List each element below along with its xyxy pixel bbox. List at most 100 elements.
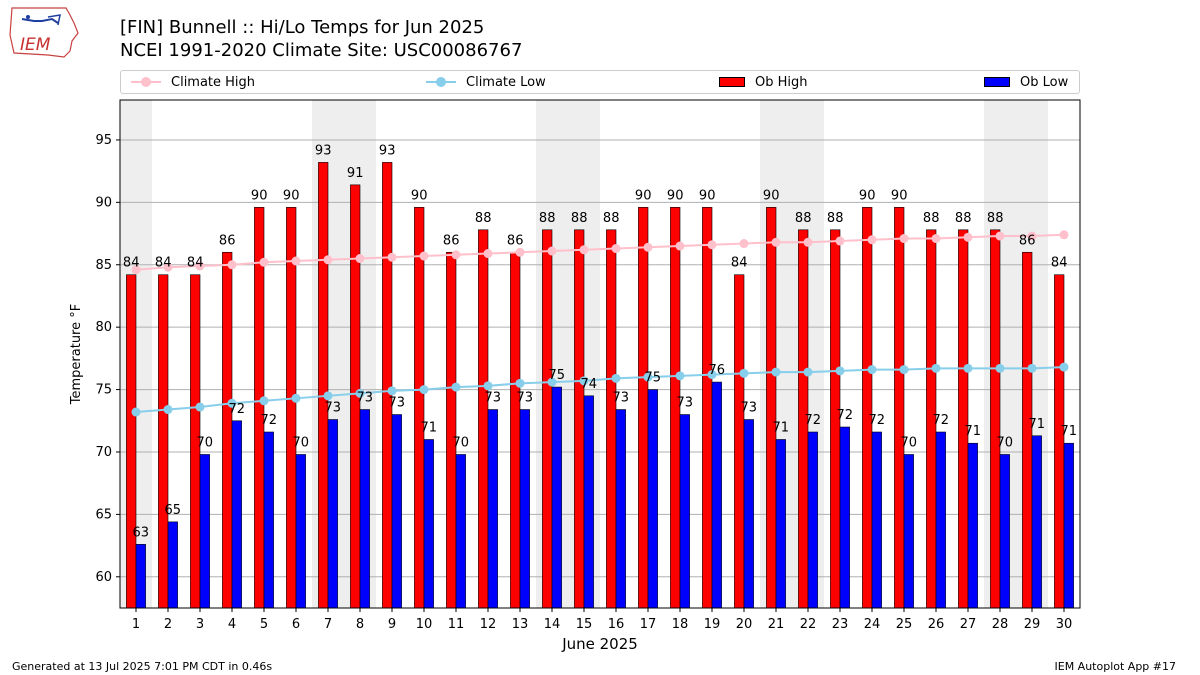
legend-label-climate-high: Climate High — [171, 74, 256, 90]
ob-low-label: 73 — [485, 391, 502, 406]
legend: Climate High Climate Low Ob High Ob Low — [120, 70, 1080, 94]
ob-low-label: 73 — [357, 391, 374, 406]
ob-high-bar — [126, 274, 137, 609]
climate-high-point — [515, 247, 525, 257]
climate-low-point — [291, 393, 301, 403]
ob-low-label: 73 — [389, 396, 406, 411]
legend-label-ob-low: Ob Low — [1020, 74, 1069, 90]
climate-high-point — [323, 255, 333, 265]
x-tick-label: 9 — [388, 617, 396, 632]
climate-low-point — [739, 368, 749, 378]
ob-high-bar — [254, 207, 265, 609]
x-tick-label: 17 — [640, 617, 657, 632]
ob-low-label: 72 — [229, 402, 246, 417]
climate-low-point — [515, 378, 525, 388]
ob-high-label: 88 — [955, 211, 972, 226]
climate-high-point — [835, 236, 845, 246]
climate-high-point — [707, 240, 717, 250]
climate-low-point — [835, 366, 845, 376]
ob-low-bar — [359, 409, 370, 609]
climate-high-point — [963, 232, 973, 242]
ob-high-label: 88 — [539, 211, 556, 226]
climate-low-point — [579, 376, 589, 386]
climate-high-point — [995, 231, 1005, 241]
ob-high-label: 90 — [667, 188, 684, 203]
climate-high-line — [135, 233, 1065, 271]
climate-high-point — [483, 249, 493, 259]
y-tick-label: 70 — [95, 445, 112, 460]
ob-low-label: 71 — [1061, 424, 1078, 439]
ob-low-bar — [1063, 442, 1074, 609]
ob-high-bar — [446, 251, 457, 609]
x-tick-label: 20 — [736, 617, 753, 632]
legend-label-ob-high: Ob High — [755, 74, 808, 90]
ob-low-label: 72 — [933, 413, 950, 428]
ob-high-bar — [606, 229, 617, 609]
ob-low-label: 72 — [869, 413, 886, 428]
x-tick-label: 26 — [928, 617, 945, 632]
ob-low-label: 71 — [1029, 417, 1046, 432]
ob-high-label: 90 — [699, 188, 716, 203]
climate-high-point — [675, 241, 685, 251]
footer-generated-text: Generated at 13 Jul 2025 7:01 PM CDT in … — [12, 660, 273, 673]
x-tick-label: 21 — [768, 617, 785, 632]
x-tick-label: 23 — [832, 617, 849, 632]
x-tick-label: 3 — [196, 617, 204, 632]
ob-high-label: 88 — [827, 211, 844, 226]
ob-high-label: 88 — [987, 211, 1004, 226]
legend-item-ob-low: Ob Low — [984, 71, 1068, 93]
plot-frame — [119, 99, 1081, 609]
ob-high-label: 84 — [1051, 256, 1068, 271]
ob-low-label: 70 — [197, 435, 214, 450]
logo-text: IEM — [20, 35, 51, 55]
ob-low-bar — [487, 409, 498, 609]
ob-high-bar — [734, 274, 745, 609]
ob-low-label: 71 — [421, 420, 438, 435]
chart-title: [FIN] Bunnell :: Hi/Lo Temps for Jun 202… — [120, 17, 485, 38]
climate-low-point — [355, 388, 365, 398]
ob-high-bar — [638, 207, 649, 609]
ob-low-bar — [711, 381, 722, 609]
x-tick-label: 5 — [260, 617, 268, 632]
x-tick-label: 2 — [164, 617, 172, 632]
ob-low-label: 73 — [613, 391, 630, 406]
ob-high-bar — [862, 207, 873, 609]
ob-high-bar — [382, 162, 393, 609]
ob-low-label: 71 — [773, 420, 790, 435]
ob-low-bar — [999, 454, 1010, 609]
x-tick-label: 12 — [480, 617, 497, 632]
ob-high-label: 88 — [603, 211, 620, 226]
climate-high-point — [899, 234, 909, 244]
climate-low-point — [707, 370, 717, 380]
ob-high-bar — [766, 207, 777, 609]
ob-low-bar — [327, 419, 338, 609]
y-axis-label: Temperature °F — [69, 304, 84, 405]
ob-high-bar — [222, 251, 233, 609]
climate-low-point — [163, 405, 173, 415]
x-tick-label: 10 — [416, 617, 433, 632]
ob-high-label: 88 — [475, 211, 492, 226]
ob-low-bar — [967, 442, 978, 609]
ob-high-swatch-icon — [719, 77, 745, 87]
ob-high-label: 90 — [411, 188, 428, 203]
climate-high-point — [451, 250, 461, 260]
ob-low-bar — [743, 419, 754, 609]
climate-low-point — [771, 367, 781, 377]
ob-low-label: 70 — [997, 435, 1014, 450]
climate-low-point — [643, 372, 653, 382]
ob-high-bar — [478, 229, 489, 609]
ob-low-bar — [615, 409, 626, 609]
ob-low-bar — [263, 431, 274, 609]
ob-low-label: 70 — [293, 435, 310, 450]
ob-low-bar — [199, 454, 210, 609]
ob-high-bar — [702, 207, 713, 609]
y-tick-label: 60 — [95, 570, 112, 585]
ob-high-label: 90 — [763, 188, 780, 203]
ob-low-bar — [647, 389, 658, 609]
climate-high-point — [867, 235, 877, 245]
ob-low-label: 73 — [677, 396, 694, 411]
x-tick-label: 14 — [544, 617, 561, 632]
x-tick-label: 28 — [992, 617, 1009, 632]
y-tick-label: 95 — [95, 133, 112, 148]
ob-high-label: 90 — [635, 188, 652, 203]
